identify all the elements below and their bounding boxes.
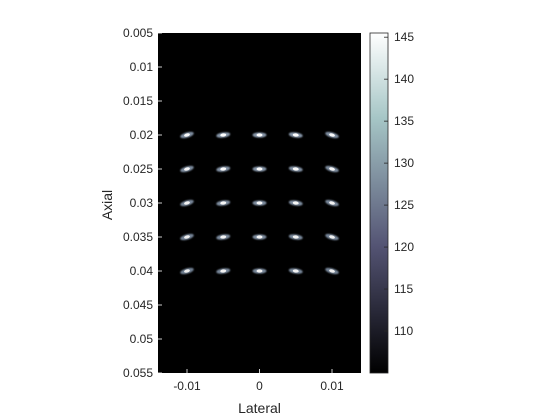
scatterer-point	[288, 234, 303, 240]
scatterer-point	[252, 132, 267, 138]
scatterer-point	[325, 131, 339, 139]
scatterer-point	[216, 166, 231, 172]
scatterer-point	[288, 132, 303, 138]
colorbar-ticks: 110 115 120 125 130 135 140 145	[384, 30, 414, 338]
scatterer-point	[216, 234, 231, 240]
scatterer-point	[252, 268, 267, 274]
image-axes: -0.01 0 0.01 0.0050.010.0150.020.0250.030.…	[99, 26, 361, 416]
colorbar-gradient	[369, 32, 389, 374]
y-tick-label: 0.02	[130, 128, 154, 142]
scatterer-point	[180, 199, 194, 207]
scatterer-point	[288, 166, 303, 172]
y-tick-label: 0.055	[123, 366, 153, 380]
x-axis-label: Lateral	[238, 400, 281, 416]
scatterer-point	[288, 268, 303, 274]
y-tick-label: 0.025	[123, 162, 153, 176]
y-tick-label: 0.005	[123, 26, 153, 40]
x-tick-label: 0.01	[320, 379, 344, 393]
scatterer-point	[288, 200, 303, 206]
scatterer-point	[325, 233, 339, 241]
scatterer-point	[180, 267, 194, 275]
x-tick-label: 0	[256, 379, 263, 393]
colorbar-tick-label: 120	[394, 240, 414, 254]
colorbar-tick-label: 125	[394, 198, 414, 212]
y-tick-label: 0.035	[123, 230, 153, 244]
x-axis-ticks: -0.01 0 0.01	[173, 369, 344, 393]
colorbar: 110 115 120 125 130 135 140 145	[369, 30, 414, 374]
x-tick-label: -0.01	[173, 379, 201, 393]
y-tick-label: 0.04	[130, 264, 154, 278]
y-tick-label: 0.05	[130, 332, 154, 346]
colorbar-tick-label: 130	[394, 156, 414, 170]
scatterer-point	[252, 166, 267, 172]
scatterer-point	[216, 268, 231, 274]
scatterer-layer	[180, 131, 339, 275]
colorbar-tick-label: 110	[394, 324, 413, 338]
scatterer-point	[216, 132, 231, 138]
scatterer-point	[325, 267, 339, 275]
y-tick-label: 0.045	[123, 298, 153, 312]
y-axis-label: Axial	[99, 190, 115, 220]
scatterer-point	[216, 200, 231, 206]
colorbar-tick-label: 135	[394, 114, 414, 128]
colorbar-tick-label: 115	[394, 282, 413, 296]
y-tick-label: 0.03	[130, 196, 154, 210]
scatterer-point	[325, 199, 339, 207]
scatterer-point	[180, 233, 194, 241]
scatterer-point	[252, 234, 267, 240]
colorbar-tick-label: 140	[394, 72, 414, 86]
y-axis-ticks: 0.005 0.01 0.015 0.02 0.025 0.03 0.035 0.04 0.04…	[123, 26, 162, 380]
scatterer-point	[325, 165, 339, 173]
scatterer-point	[252, 200, 267, 206]
y-tick-label: 0.015	[123, 94, 153, 108]
scatterer-point	[180, 131, 194, 139]
y-tick-label: 0.01	[130, 60, 154, 74]
colorbar-tick-label: 145	[394, 30, 414, 44]
scatterer-point	[180, 165, 194, 173]
